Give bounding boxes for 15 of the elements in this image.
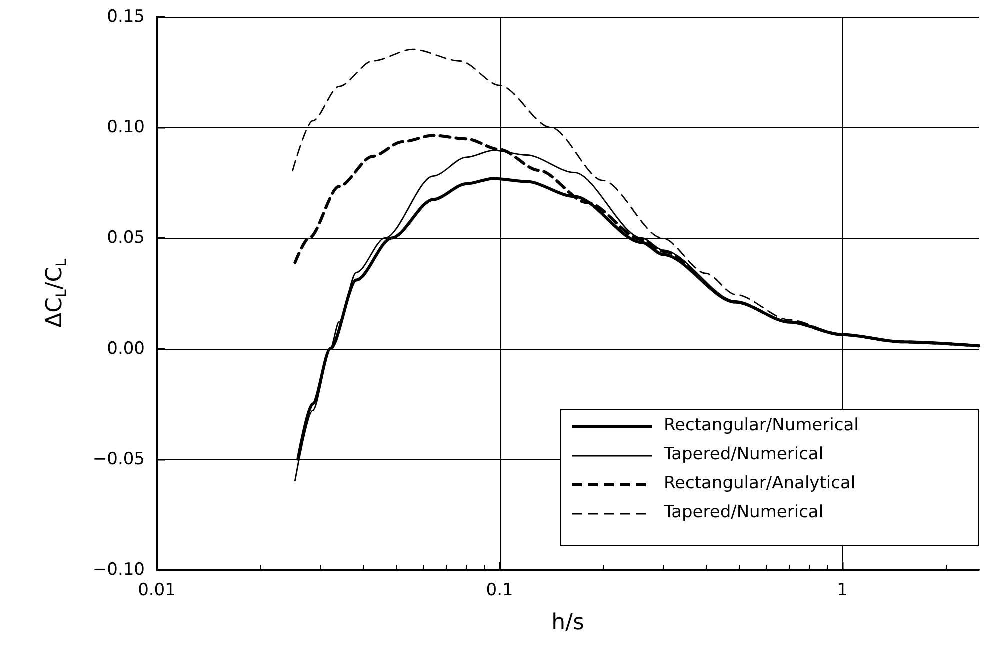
y-tick-label: 0.00 — [107, 338, 145, 359]
y-axis-title: ΔCL/CL — [42, 258, 70, 328]
y-tick-label: 0.05 — [107, 228, 145, 248]
legend-label: Rectangular/Analytical — [664, 474, 856, 494]
legend-label: Rectangular/Numerical — [664, 416, 859, 436]
legend-label: Tapered/Numerical — [663, 444, 824, 464]
y-tick-label: 0.10 — [107, 118, 145, 138]
legend-label: Tapered/Numerical — [663, 502, 824, 522]
x-tick-label: 0.01 — [138, 580, 176, 600]
y-tick-label: −0.10 — [92, 560, 145, 580]
x-axis-title: h/s — [552, 610, 584, 636]
x-tick-label: 0.1 — [486, 580, 514, 600]
x-tick-label: 1 — [837, 580, 848, 600]
y-tick-label: 0.15 — [107, 7, 145, 27]
y-tick-label: −0.05 — [92, 449, 145, 470]
